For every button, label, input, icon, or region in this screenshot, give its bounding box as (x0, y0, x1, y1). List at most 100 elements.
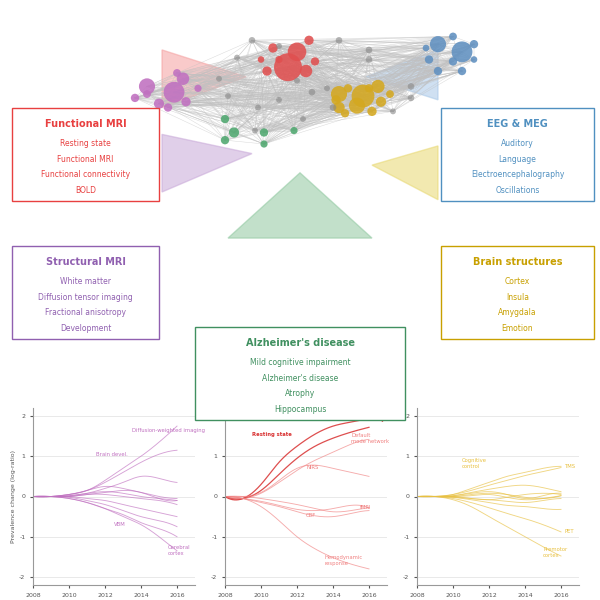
Point (142, 89, 152, 99)
Polygon shape (162, 134, 252, 192)
Point (163, 103, 173, 112)
Text: Oscillations: Oscillations (496, 186, 539, 195)
Text: Hippocampus: Hippocampus (274, 405, 326, 414)
Point (259, 128, 269, 137)
Text: Insula: Insula (506, 293, 529, 302)
Text: Alzheimer's disease: Alzheimer's disease (262, 374, 338, 383)
Point (268, 43, 278, 53)
Text: Cognitive
control: Cognitive control (462, 458, 487, 469)
Text: Diffusion-weighted imaging: Diffusion-weighted imaging (132, 428, 205, 433)
Polygon shape (372, 146, 438, 200)
Point (340, 109, 350, 118)
Point (229, 128, 239, 137)
Point (448, 56, 458, 66)
Text: fMRI: fMRI (360, 505, 371, 510)
Point (310, 56, 320, 66)
Text: Cerebral
cortex: Cerebral cortex (168, 545, 191, 556)
Point (385, 89, 395, 99)
Point (274, 41, 284, 51)
Polygon shape (366, 50, 438, 100)
Text: Premotor
cortex: Premotor cortex (543, 547, 567, 558)
Point (181, 97, 191, 107)
Text: Emotion: Emotion (502, 324, 533, 333)
Text: CBF: CBF (306, 514, 316, 518)
Point (154, 99, 164, 109)
Point (220, 136, 230, 145)
Text: Fractional anisotropy: Fractional anisotropy (45, 308, 126, 317)
Point (469, 40, 479, 49)
Point (334, 103, 344, 112)
Text: Auditory: Auditory (501, 139, 534, 148)
Point (253, 103, 263, 112)
Point (322, 83, 332, 93)
Point (388, 107, 398, 116)
Text: Language: Language (499, 155, 536, 164)
Point (364, 83, 374, 93)
Point (262, 66, 272, 76)
Point (421, 43, 431, 53)
Point (256, 55, 266, 64)
Point (289, 126, 299, 136)
Text: Default
mode network: Default mode network (351, 433, 389, 443)
Point (307, 88, 317, 97)
Text: VBM: VBM (114, 522, 126, 527)
Text: Mild cognitive impairment: Mild cognitive impairment (250, 358, 350, 367)
Text: Electroencephalography: Electroencephalography (471, 170, 564, 179)
Point (352, 101, 362, 110)
Point (301, 66, 311, 76)
Text: Functional connectivity: Functional connectivity (41, 170, 130, 179)
Point (457, 66, 467, 76)
Point (130, 93, 140, 103)
Point (406, 82, 416, 91)
Point (169, 88, 179, 97)
Y-axis label: Prevalence change (log-ratio): Prevalence change (log-ratio) (11, 450, 16, 543)
Point (376, 97, 386, 107)
Point (457, 47, 467, 56)
Point (334, 89, 344, 99)
Point (334, 35, 344, 45)
Point (274, 55, 284, 64)
Text: Amygdala: Amygdala (498, 308, 537, 317)
Text: Hemodynamic
response: Hemodynamic response (324, 556, 362, 566)
Point (142, 82, 152, 91)
Point (193, 83, 203, 93)
Point (214, 74, 224, 83)
Point (220, 114, 230, 124)
Text: Brain devel.: Brain devel. (96, 452, 128, 457)
Text: BOLD: BOLD (75, 186, 96, 195)
Text: White matter: White matter (60, 277, 111, 286)
Point (448, 32, 458, 41)
Point (274, 95, 284, 104)
Text: TMS: TMS (565, 464, 576, 469)
Point (304, 35, 314, 45)
Point (406, 93, 416, 103)
Text: Brain structures: Brain structures (473, 257, 562, 267)
Point (232, 53, 242, 62)
Text: Atrophy: Atrophy (285, 389, 315, 398)
Text: Functional MRI: Functional MRI (58, 155, 113, 164)
Point (250, 126, 260, 136)
Point (328, 103, 338, 112)
Point (298, 114, 308, 124)
Point (469, 55, 479, 64)
Text: Diffusion tensor imaging: Diffusion tensor imaging (38, 293, 133, 302)
Point (331, 95, 341, 104)
Point (424, 55, 434, 64)
Text: Functional connectivity: Functional connectivity (315, 417, 385, 422)
Point (364, 45, 374, 55)
Text: Resting state: Resting state (252, 431, 292, 437)
Point (178, 74, 188, 83)
Point (259, 139, 269, 149)
Polygon shape (228, 173, 372, 238)
Point (373, 82, 383, 91)
Text: Resting state: Resting state (60, 139, 111, 148)
Point (358, 91, 368, 101)
Point (433, 66, 443, 76)
Point (292, 47, 302, 56)
Point (433, 40, 443, 49)
Point (247, 35, 257, 45)
Point (364, 55, 374, 64)
Point (343, 83, 353, 93)
Text: Functional MRI: Functional MRI (44, 119, 127, 129)
Point (223, 91, 233, 101)
